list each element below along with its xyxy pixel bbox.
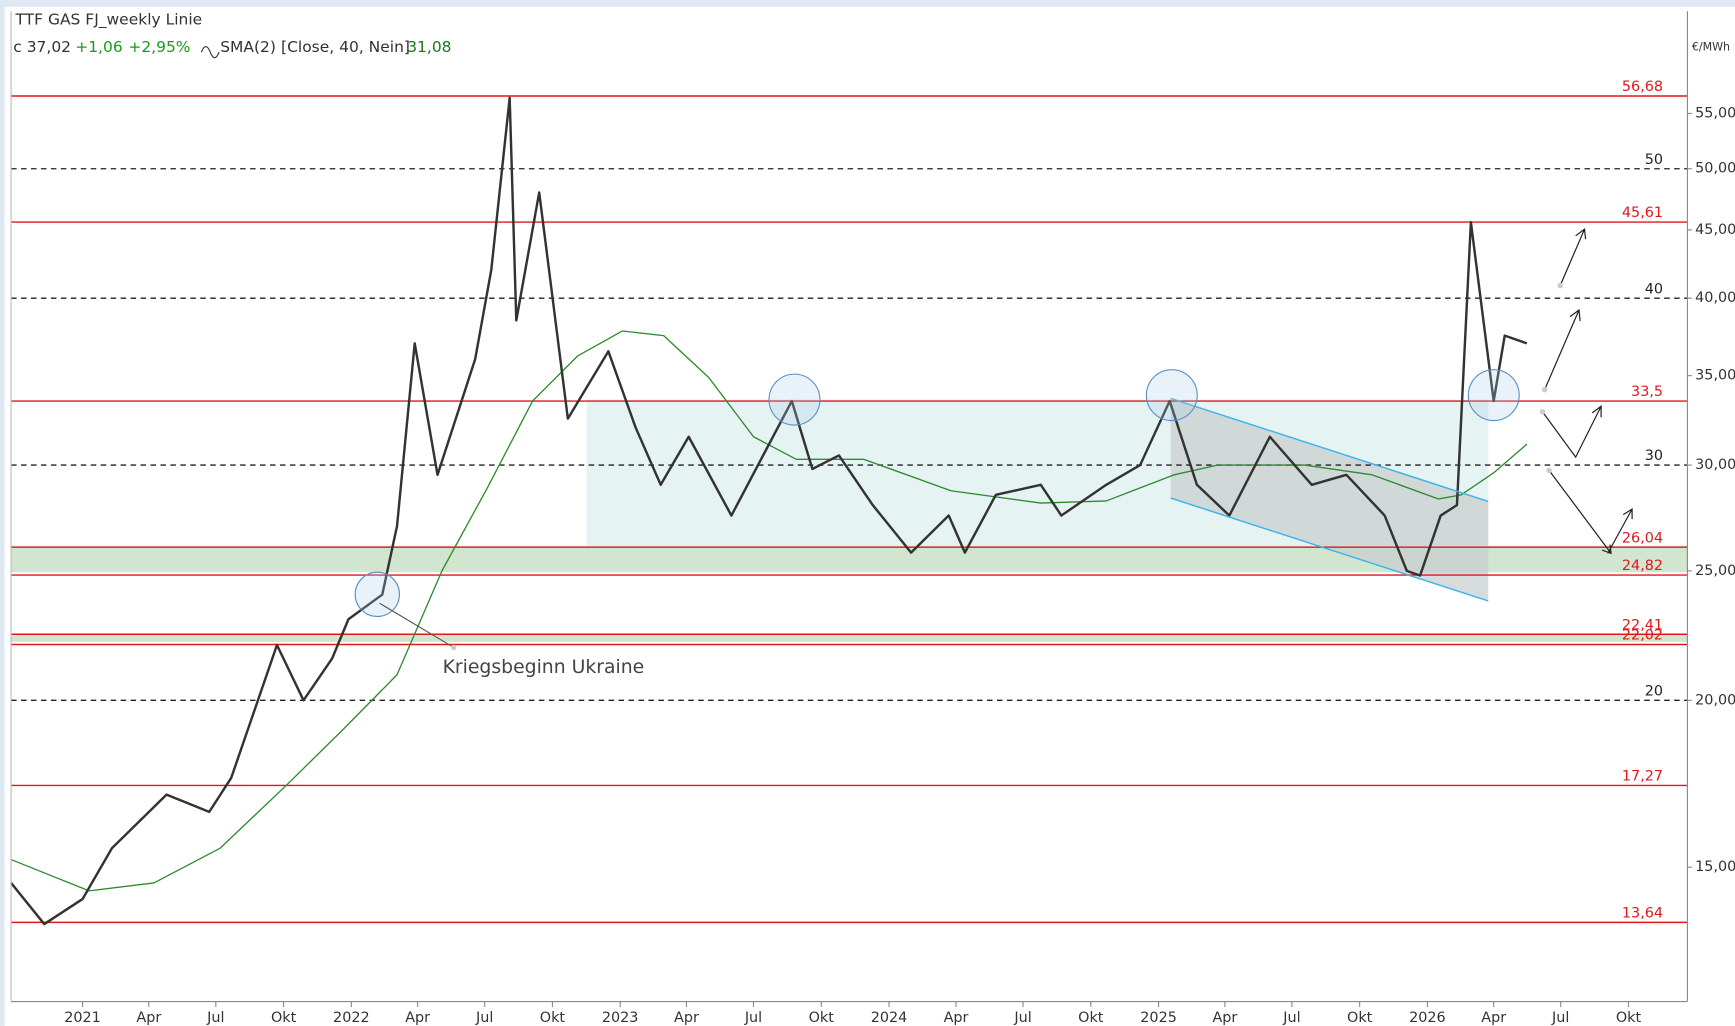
x-tick-label: Okt	[1078, 1010, 1104, 1026]
level-label: 45,61	[1622, 205, 1663, 221]
info-indicator-value: 31,08	[407, 38, 451, 56]
x-tick-label: 2024	[871, 1010, 908, 1026]
chart-title: TTF GAS FJ_weekly Linie	[14, 11, 202, 30]
info-change-pct: +2,95%	[128, 38, 190, 56]
x-tick-label: Jul	[475, 1010, 493, 1026]
background-layer	[11, 398, 1688, 642]
arrow	[1544, 308, 1581, 390]
scenario-arrows	[1541, 228, 1633, 555]
x-tick-label: Okt	[1616, 1010, 1642, 1026]
arrow	[1559, 228, 1587, 286]
x-tick-label: Jul	[1551, 1010, 1569, 1026]
level-label: 22,02	[1622, 628, 1663, 644]
marker-circle	[1467, 369, 1520, 422]
x-tick-label: Apr	[944, 1010, 969, 1026]
x-tick-label: Okt	[1347, 1010, 1373, 1026]
x-tick-label: Jul	[1282, 1010, 1300, 1026]
y-tick-label: 50,00	[1695, 161, 1735, 177]
x-tick-label: Apr	[674, 1010, 699, 1026]
marker-circle	[768, 373, 821, 426]
arrow-starts	[450, 282, 1563, 651]
channel-line	[1170, 397, 1489, 503]
y-axis-unit: €/MWh	[1692, 41, 1730, 54]
x-tick-label: Jul	[1013, 1010, 1031, 1026]
info-last: c 37,02	[13, 38, 71, 56]
support-band	[11, 633, 1688, 642]
info-indicator: SMA(2)	[220, 38, 276, 56]
x-tick-label: Okt	[540, 1010, 566, 1026]
indicator-icon	[200, 46, 220, 59]
dot	[1546, 467, 1552, 474]
y-tick-label: 40,00	[1695, 290, 1735, 306]
arrow	[1548, 470, 1633, 555]
level-label: 24,82	[1622, 558, 1663, 574]
x-tick-label: Jul	[744, 1010, 762, 1026]
x-tick-label: Apr	[136, 1010, 161, 1026]
y-tick-label: 25,00	[1695, 563, 1735, 579]
annotation-line	[379, 602, 454, 648]
dashed-level-label: 30	[1645, 448, 1663, 464]
y-tick-label: 20,00	[1695, 692, 1735, 708]
level-label: 33,5	[1631, 384, 1663, 400]
level-label: 22,41	[1622, 617, 1663, 633]
annotation: Kriegsbeginn Ukraine	[443, 657, 645, 678]
dot	[1539, 408, 1546, 415]
marker-circle	[1145, 369, 1198, 422]
left-strip	[0, 0, 5, 1026]
level-layer: 50 40 30 20 56,68 45,61 33,5 26,04 24,82 22,4122,…	[11, 79, 1688, 924]
dashed-level-label: 50	[1645, 152, 1663, 168]
y-tick-label: 15,00	[1695, 859, 1735, 875]
series-layer	[10, 96, 1528, 926]
top-strip	[0, 0, 1735, 7]
channel	[1170, 398, 1489, 601]
arrow	[1541, 405, 1602, 459]
dot	[1541, 386, 1548, 393]
level-label: 26,04	[1622, 530, 1663, 546]
x-tick-label: 2023	[602, 1010, 639, 1026]
y-tick-label: 55,00	[1695, 105, 1735, 121]
x-tick-label: Jul	[206, 1010, 224, 1026]
x-tick-label: 2021	[64, 1010, 101, 1026]
x-tick-label: 2025	[1140, 1010, 1177, 1026]
x-tick-label: 2022	[333, 1010, 370, 1026]
x-tick-label: Okt	[809, 1010, 835, 1026]
x-tick-label: Okt	[271, 1010, 297, 1026]
info-change: +1,06	[75, 38, 122, 56]
dashed-level-label: 40	[1645, 281, 1663, 297]
dashed-level-label: 20	[1645, 683, 1663, 699]
level-label: 13,64	[1622, 905, 1663, 921]
x-tick-label: Apr	[405, 1010, 430, 1026]
x-tick-label: Apr	[1481, 1010, 1506, 1026]
info-params: [Close, 40, Nein]	[281, 38, 410, 56]
dot	[450, 644, 457, 651]
y-tick-label: 35,00	[1695, 368, 1735, 384]
series-line	[10, 96, 1528, 926]
channel-line	[1170, 497, 1489, 602]
y-tick-label: 30,00	[1695, 457, 1735, 473]
dot	[1557, 282, 1563, 289]
level-label: 56,68	[1622, 79, 1663, 95]
series-line	[10, 330, 1528, 892]
x-tick-label: 2026	[1409, 1010, 1446, 1026]
marker-circle	[354, 571, 401, 618]
drawings	[354, 228, 1633, 651]
x-tick-label: Apr	[1212, 1010, 1237, 1026]
y-tick-label: 45,00	[1695, 222, 1735, 238]
level-label: 17,27	[1622, 769, 1663, 785]
